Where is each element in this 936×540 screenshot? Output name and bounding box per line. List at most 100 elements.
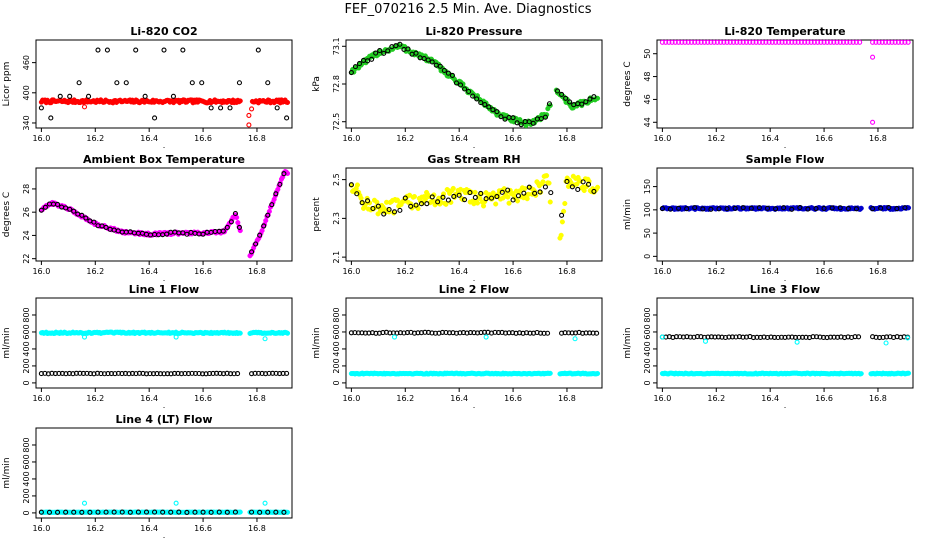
data-point [510,115,516,121]
data-point [546,180,552,186]
series-open [348,178,597,218]
data-point [269,202,275,208]
data-point [815,39,821,45]
data-point [38,105,44,111]
data-point [85,93,92,99]
page-title: FEF_070216 2.5 Min. Ave. Diagnostics [344,2,592,17]
y-tick-label: 600 [332,324,341,339]
series-filled [38,97,291,106]
data-point [824,39,830,45]
data-point [711,39,717,45]
x-axis-label: . [163,401,166,410]
data-point [391,209,398,215]
data-point [486,104,492,110]
data-point [437,63,443,69]
data-point [228,219,234,225]
data-point [773,39,779,45]
data-point [847,39,853,45]
data-point [284,115,290,121]
x-tick-label: 16.8 [248,134,266,143]
chart-title: Li-820 CO2 [130,25,197,38]
data-point [906,370,912,376]
data-point [236,224,243,230]
data-point [161,47,167,53]
data-point [237,330,243,336]
data-point [456,192,462,198]
y-tick-label: 24 [22,230,31,240]
x-axis-label: . [784,401,787,410]
data-point [273,509,279,515]
data-point [659,334,665,340]
data-point [766,39,772,45]
chart-title: Sample Flow [746,153,825,166]
y-tick-label: 26 [22,207,31,217]
y-axis-label: ml/min [2,457,12,488]
data-point [48,115,54,121]
data-point [38,509,44,515]
data-point [472,189,478,195]
data-point [255,47,261,53]
data-point [55,509,61,515]
data-point [743,39,750,45]
data-point [502,116,508,122]
data-point [792,39,798,45]
y-tick-label: 600 [22,324,31,339]
data-point [779,39,785,45]
data-point [265,80,271,86]
data-point [684,206,690,212]
plot-frame [656,39,914,129]
data-point [246,122,252,128]
data-point [445,70,451,76]
data-point [831,39,837,45]
data-point [445,197,451,203]
data-point [397,207,403,213]
data-point [506,200,512,206]
data-point [236,80,243,86]
data-point [740,39,746,45]
data-point [370,205,376,212]
x-tick-label: 16.2 [707,394,725,403]
data-point [899,39,905,45]
y-tick-label: 50 [643,228,652,238]
x-axis-label: . [473,141,476,150]
data-point [781,205,787,211]
x-tick-label: 16.4 [761,134,779,143]
data-point [548,190,554,196]
data-point [682,39,688,45]
data-point [57,93,63,99]
data-point [708,206,714,212]
data-point [168,509,174,515]
x-tick-label: 16.4 [140,524,158,533]
data-point [381,50,387,56]
data-point [773,206,779,212]
data-point [559,91,565,97]
series-open [38,509,287,515]
series-filled [348,370,601,377]
data-point [782,39,788,45]
y-tick-label: 0 [643,380,652,385]
data-point [879,39,885,45]
data-point [83,215,89,221]
data-point [470,93,476,99]
data-point [498,114,504,120]
y-tick-label: 800 [22,307,31,322]
data-point [702,338,709,344]
data-point [285,330,291,336]
data-point [692,205,698,211]
data-point [408,203,414,209]
data-point [200,231,206,237]
series-open [659,334,911,341]
plot-frame [345,297,603,389]
data-point [216,509,222,515]
chart-title: Gas Stream RH [427,153,520,166]
data-point [281,171,287,177]
data-point [365,58,371,64]
x-tick-label: 16.6 [194,394,212,403]
data-point [200,509,206,515]
data-point [544,112,550,118]
data-point [700,206,706,212]
series-open [38,370,290,377]
y-tick-label: 50 [643,49,652,59]
data-point [873,39,879,45]
data-point [542,114,548,120]
